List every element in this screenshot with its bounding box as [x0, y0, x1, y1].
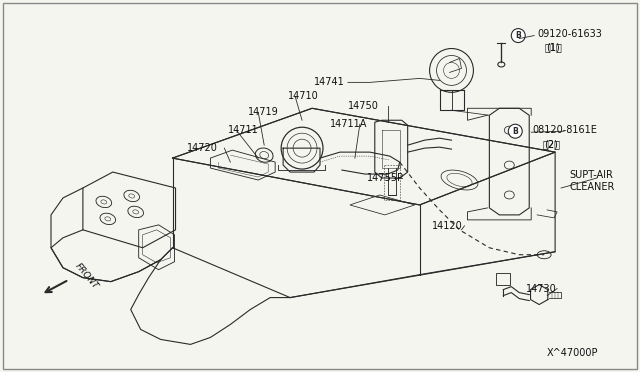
- Text: 14711A: 14711A: [330, 119, 367, 129]
- Circle shape: [508, 124, 522, 138]
- Text: (2): (2): [544, 139, 558, 149]
- Bar: [497, 273, 510, 285]
- Text: 14750: 14750: [348, 101, 379, 111]
- Text: 14710: 14710: [288, 92, 319, 101]
- Text: 14755P: 14755P: [367, 173, 404, 183]
- Text: 14730: 14730: [526, 283, 557, 294]
- Text: 14711: 14711: [228, 125, 259, 135]
- Text: （2）: （2）: [542, 139, 560, 149]
- Circle shape: [511, 29, 525, 42]
- Text: 09120-61633: 09120-61633: [537, 29, 602, 39]
- Text: CLEANER: CLEANER: [569, 182, 614, 192]
- Text: 14719: 14719: [248, 107, 279, 117]
- Text: B: B: [513, 127, 518, 136]
- Text: 14720: 14720: [186, 143, 218, 153]
- Text: SUPT-AIR: SUPT-AIR: [569, 170, 613, 180]
- Text: B: B: [515, 31, 521, 40]
- Text: 08120-8161E: 08120-8161E: [532, 125, 597, 135]
- Text: （1）: （1）: [544, 42, 562, 52]
- Text: X^47000P: X^47000P: [547, 348, 598, 358]
- Text: (1): (1): [546, 42, 560, 52]
- Text: 14741: 14741: [314, 77, 345, 87]
- Text: FRONT: FRONT: [73, 262, 100, 291]
- Text: 14120: 14120: [431, 221, 462, 231]
